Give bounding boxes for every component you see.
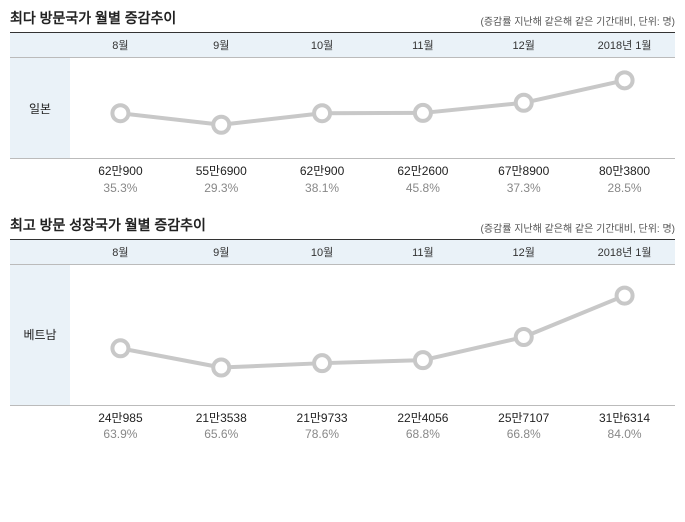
value-pct: 38.1%: [272, 180, 373, 197]
data-marker: [415, 352, 431, 368]
value-main: 80만3800: [574, 163, 675, 180]
chart-title: 최고 방문 성장국가 월별 증감추이: [10, 215, 206, 235]
month-cell: 11월: [372, 240, 473, 264]
data-cell: 21만353865.6%: [171, 406, 272, 444]
chart-body: 베트남: [10, 265, 675, 406]
data-cell: 55만690029.3%: [171, 159, 272, 197]
value-pct: 68.8%: [372, 426, 473, 443]
value-main: 67만8900: [473, 163, 574, 180]
month-cell: 9월: [171, 33, 272, 57]
chart-header: 최다 방문국가 월별 증감추이 (증감률 지난해 같은해 같은 기간대비, 단위:…: [10, 8, 675, 33]
chart-block-0: 최다 방문국가 월별 증감추이 (증감률 지난해 같은해 같은 기간대비, 단위:…: [10, 8, 675, 197]
data-marker: [112, 340, 128, 356]
chart-body: 일본: [10, 58, 675, 159]
value-main: 55만6900: [171, 163, 272, 180]
data-marker: [112, 105, 128, 121]
data-cell: 25만710766.8%: [473, 406, 574, 444]
month-cell: 12월: [473, 240, 574, 264]
chart-subtitle: (증감률 지난해 같은해 같은 기간대비, 단위: 명): [481, 220, 676, 235]
line-chart-svg: [70, 265, 675, 405]
value-pct: 45.8%: [372, 180, 473, 197]
row-spacer: [10, 33, 70, 57]
series-line: [120, 295, 624, 367]
value-pct: 65.6%: [171, 426, 272, 443]
data-marker: [213, 117, 229, 133]
value-pct: 29.3%: [171, 180, 272, 197]
value-main: 62만2600: [372, 163, 473, 180]
value-main: 31만6314: [574, 410, 675, 427]
data-cell: 24만98563.9%: [70, 406, 171, 444]
value-main: 62만900: [70, 163, 171, 180]
data-marker: [213, 359, 229, 375]
line-chart-svg: [70, 58, 675, 158]
month-cell: 2018년 1월: [574, 240, 675, 264]
row-spacer: [10, 159, 70, 197]
country-label: 베트남: [10, 265, 70, 405]
plot-area: [70, 58, 675, 158]
chart-block-1: 최고 방문 성장국가 월별 증감추이 (증감률 지난해 같은해 같은 기간대비, …: [10, 215, 675, 444]
value-main: 25만7107: [473, 410, 574, 427]
month-cell: 8월: [70, 240, 171, 264]
data-cell: 62만90035.3%: [70, 159, 171, 197]
data-cell: 21만973378.6%: [272, 406, 373, 444]
month-cell: 9월: [171, 240, 272, 264]
values-row: 62만90035.3%55만690029.3%62만90038.1%62만260…: [10, 159, 675, 197]
month-row: 8월9월10월11월12월2018년 1월: [10, 240, 675, 265]
value-main: 21만9733: [272, 410, 373, 427]
row-spacer: [10, 406, 70, 444]
value-pct: 63.9%: [70, 426, 171, 443]
month-cell: 8월: [70, 33, 171, 57]
values-row: 24만98563.9%21만353865.6%21만973378.6%22만40…: [10, 406, 675, 444]
data-marker: [617, 287, 633, 303]
month-cell: 10월: [272, 33, 373, 57]
month-cell: 10월: [272, 240, 373, 264]
data-marker: [617, 72, 633, 88]
value-pct: 78.6%: [272, 426, 373, 443]
value-main: 62만900: [272, 163, 373, 180]
month-cell: 11월: [372, 33, 473, 57]
value-pct: 28.5%: [574, 180, 675, 197]
chart-subtitle: (증감률 지난해 같은해 같은 기간대비, 단위: 명): [481, 13, 676, 28]
chart-title: 최다 방문국가 월별 증감추이: [10, 8, 176, 28]
value-pct: 84.0%: [574, 426, 675, 443]
row-spacer: [10, 240, 70, 264]
data-cell: 62만260045.8%: [372, 159, 473, 197]
value-main: 22만4056: [372, 410, 473, 427]
country-label: 일본: [10, 58, 70, 158]
data-cell: 62만90038.1%: [272, 159, 373, 197]
data-marker: [516, 95, 532, 111]
month-cell: 12월: [473, 33, 574, 57]
plot-area: [70, 265, 675, 405]
data-marker: [314, 105, 330, 121]
data-cell: 80만380028.5%: [574, 159, 675, 197]
data-marker: [415, 105, 431, 121]
value-pct: 37.3%: [473, 180, 574, 197]
value-main: 21만3538: [171, 410, 272, 427]
data-marker: [314, 355, 330, 371]
data-cell: 31만631484.0%: [574, 406, 675, 444]
chart-header: 최고 방문 성장국가 월별 증감추이 (증감률 지난해 같은해 같은 기간대비, …: [10, 215, 675, 240]
value-pct: 66.8%: [473, 426, 574, 443]
series-line: [120, 80, 624, 124]
month-cell: 2018년 1월: [574, 33, 675, 57]
value-main: 24만985: [70, 410, 171, 427]
data-cell: 67만890037.3%: [473, 159, 574, 197]
data-cell: 22만405668.8%: [372, 406, 473, 444]
data-marker: [516, 329, 532, 345]
value-pct: 35.3%: [70, 180, 171, 197]
month-row: 8월9월10월11월12월2018년 1월: [10, 33, 675, 58]
